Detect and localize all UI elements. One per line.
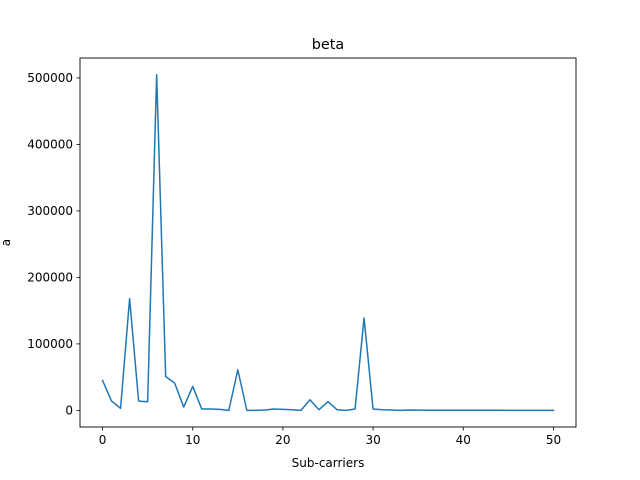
plot-area-frame bbox=[79, 57, 577, 428]
x-axis-ticks: 0 10 20 30 40 50 bbox=[99, 427, 561, 447]
x-tick-label: 20 bbox=[275, 433, 290, 447]
y-tick-label: 500000 bbox=[27, 71, 73, 85]
y-tick-label: 300000 bbox=[27, 204, 73, 218]
y-tick-label: 200000 bbox=[27, 271, 73, 285]
x-tick-label: 0 bbox=[99, 433, 107, 447]
x-axis-label: Sub-carriers bbox=[292, 456, 365, 470]
y-tick-label: 0 bbox=[65, 404, 73, 418]
chart-title: beta bbox=[312, 37, 344, 53]
y-tick-label: 400000 bbox=[27, 138, 73, 152]
y-axis-ticks: 0 100000 200000 300000 400000 500000 bbox=[27, 71, 80, 418]
y-tick-label: 100000 bbox=[27, 337, 73, 351]
plot-line-layer bbox=[101, 73, 555, 412]
x-tick-label: 40 bbox=[456, 433, 471, 447]
y-axis-label: a bbox=[0, 239, 13, 246]
x-tick-label: 30 bbox=[365, 433, 380, 447]
x-tick-label: 50 bbox=[546, 433, 561, 447]
x-tick-label: 10 bbox=[185, 433, 200, 447]
series-line-0 bbox=[101, 73, 555, 412]
